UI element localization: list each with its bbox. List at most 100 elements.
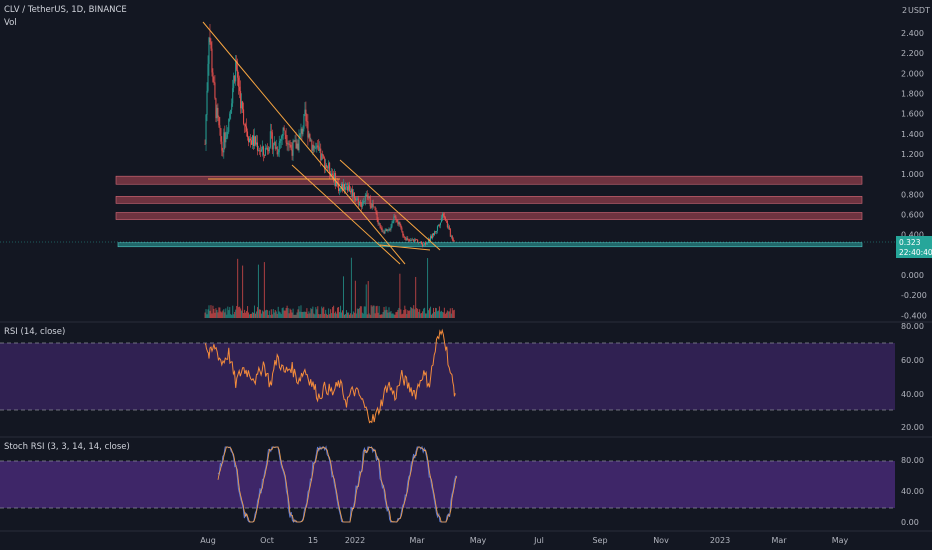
trendline-descending-upper[interactable] bbox=[202, 21, 406, 265]
volume-bar bbox=[237, 258, 239, 318]
price-tick: 1.200 bbox=[901, 150, 924, 159]
volume-bar bbox=[313, 313, 315, 318]
candle-body bbox=[237, 69, 239, 78]
current-price-tag[interactable] bbox=[896, 236, 932, 258]
candle-body bbox=[357, 198, 359, 206]
volume-bar bbox=[231, 314, 233, 318]
resistance-zone-1[interactable] bbox=[115, 196, 863, 204]
volume-bar bbox=[289, 308, 291, 318]
resistance-zone-0[interactable] bbox=[115, 175, 863, 185]
stoch-tick-40: 40.00 bbox=[901, 487, 924, 496]
candle-body bbox=[446, 220, 448, 228]
candle-body bbox=[217, 107, 219, 117]
volume-bar bbox=[280, 313, 282, 318]
price-axis[interactable]: 2.400 2.200 2.000 1.800 1.600 1.400 1.200 1.000… bbox=[901, 29, 927, 320]
candle-body bbox=[415, 239, 417, 241]
candle-body bbox=[297, 143, 299, 151]
candle-body bbox=[306, 121, 308, 122]
stoch-band bbox=[0, 461, 895, 508]
candle-body bbox=[295, 140, 297, 149]
volume-bar bbox=[314, 314, 316, 318]
candle-body bbox=[258, 150, 260, 151]
volume-bar bbox=[302, 311, 304, 318]
trendline-wedge[interactable] bbox=[379, 244, 431, 251]
volume-bar bbox=[430, 306, 432, 318]
stoch-d-line bbox=[217, 446, 458, 523]
candle-body bbox=[300, 128, 302, 134]
volume-bar bbox=[297, 309, 299, 318]
candle-body bbox=[364, 195, 366, 202]
candle-body bbox=[409, 240, 411, 242]
candle-body bbox=[385, 229, 387, 232]
candle-body bbox=[265, 147, 267, 149]
candle-body bbox=[343, 183, 345, 190]
volume-bar bbox=[434, 307, 436, 318]
candle-body bbox=[374, 206, 376, 211]
volume-bar bbox=[250, 313, 252, 318]
trendlines[interactable] bbox=[202, 21, 441, 265]
candle-body bbox=[324, 158, 326, 170]
candle-body bbox=[326, 165, 328, 168]
volume-bar bbox=[215, 308, 217, 318]
volume-bar bbox=[305, 312, 307, 318]
candle-body bbox=[315, 147, 317, 149]
volume-bar bbox=[246, 311, 248, 318]
candle-body bbox=[260, 149, 262, 152]
time-tick: Nov bbox=[653, 536, 669, 545]
candle-body bbox=[441, 213, 443, 219]
volume-bar bbox=[412, 308, 414, 318]
candle-body bbox=[434, 231, 436, 233]
volume-bar bbox=[229, 307, 231, 318]
candle-body bbox=[442, 213, 444, 216]
volume-bar bbox=[371, 306, 373, 318]
time-tick: Jul bbox=[533, 536, 544, 545]
volume-bar bbox=[335, 311, 337, 318]
price-tick: 1.600 bbox=[901, 110, 924, 119]
volume-bar bbox=[411, 307, 413, 318]
rsi-tick-60: 60.00 bbox=[901, 356, 924, 365]
volume-bar bbox=[310, 308, 312, 318]
volume-bar bbox=[220, 311, 222, 318]
volume-bar bbox=[307, 313, 309, 318]
volume-bar bbox=[446, 310, 448, 318]
candle-body bbox=[403, 235, 405, 237]
resistance-zone-2[interactable] bbox=[115, 212, 863, 220]
volume-bar bbox=[256, 307, 258, 318]
candle-body bbox=[400, 224, 402, 228]
volume-bar bbox=[432, 313, 434, 318]
volume-bar bbox=[270, 309, 272, 318]
volume-bar bbox=[242, 265, 244, 318]
trendline-descending-lower[interactable] bbox=[291, 164, 401, 265]
candle-body bbox=[422, 244, 424, 247]
trendline-channel-top[interactable] bbox=[339, 159, 441, 251]
candle-body bbox=[323, 155, 325, 159]
volume-bar bbox=[369, 314, 371, 318]
volume-bar bbox=[416, 308, 418, 318]
volume-bar bbox=[449, 308, 451, 318]
candle-body bbox=[412, 239, 414, 241]
candle-body bbox=[354, 198, 356, 201]
candles-layer bbox=[204, 23, 455, 248]
candle-body bbox=[424, 242, 426, 245]
candle-body bbox=[224, 132, 226, 143]
candle-body bbox=[352, 192, 354, 197]
candle-body bbox=[250, 138, 252, 141]
candle-body bbox=[394, 216, 396, 218]
candle-body bbox=[406, 238, 408, 241]
support-zone-3[interactable] bbox=[117, 242, 863, 248]
volume-bar bbox=[358, 308, 360, 318]
time-axis[interactable]: Aug Oct 15 2022 Mar May Jul Sep Nov 2023 Mar May bbox=[200, 536, 848, 545]
candle-body bbox=[376, 213, 378, 220]
candle-body bbox=[401, 227, 403, 232]
volume-bar bbox=[407, 310, 409, 318]
candle-body bbox=[322, 154, 324, 156]
volume-bar bbox=[405, 309, 407, 318]
rsi-tick-20: 20.00 bbox=[901, 423, 924, 432]
volume-bar bbox=[295, 314, 297, 318]
volume-bar bbox=[301, 312, 303, 318]
candle-body bbox=[431, 236, 433, 239]
volume-bar bbox=[438, 306, 440, 318]
volume-bar bbox=[380, 314, 382, 318]
volume-bar bbox=[435, 308, 437, 318]
